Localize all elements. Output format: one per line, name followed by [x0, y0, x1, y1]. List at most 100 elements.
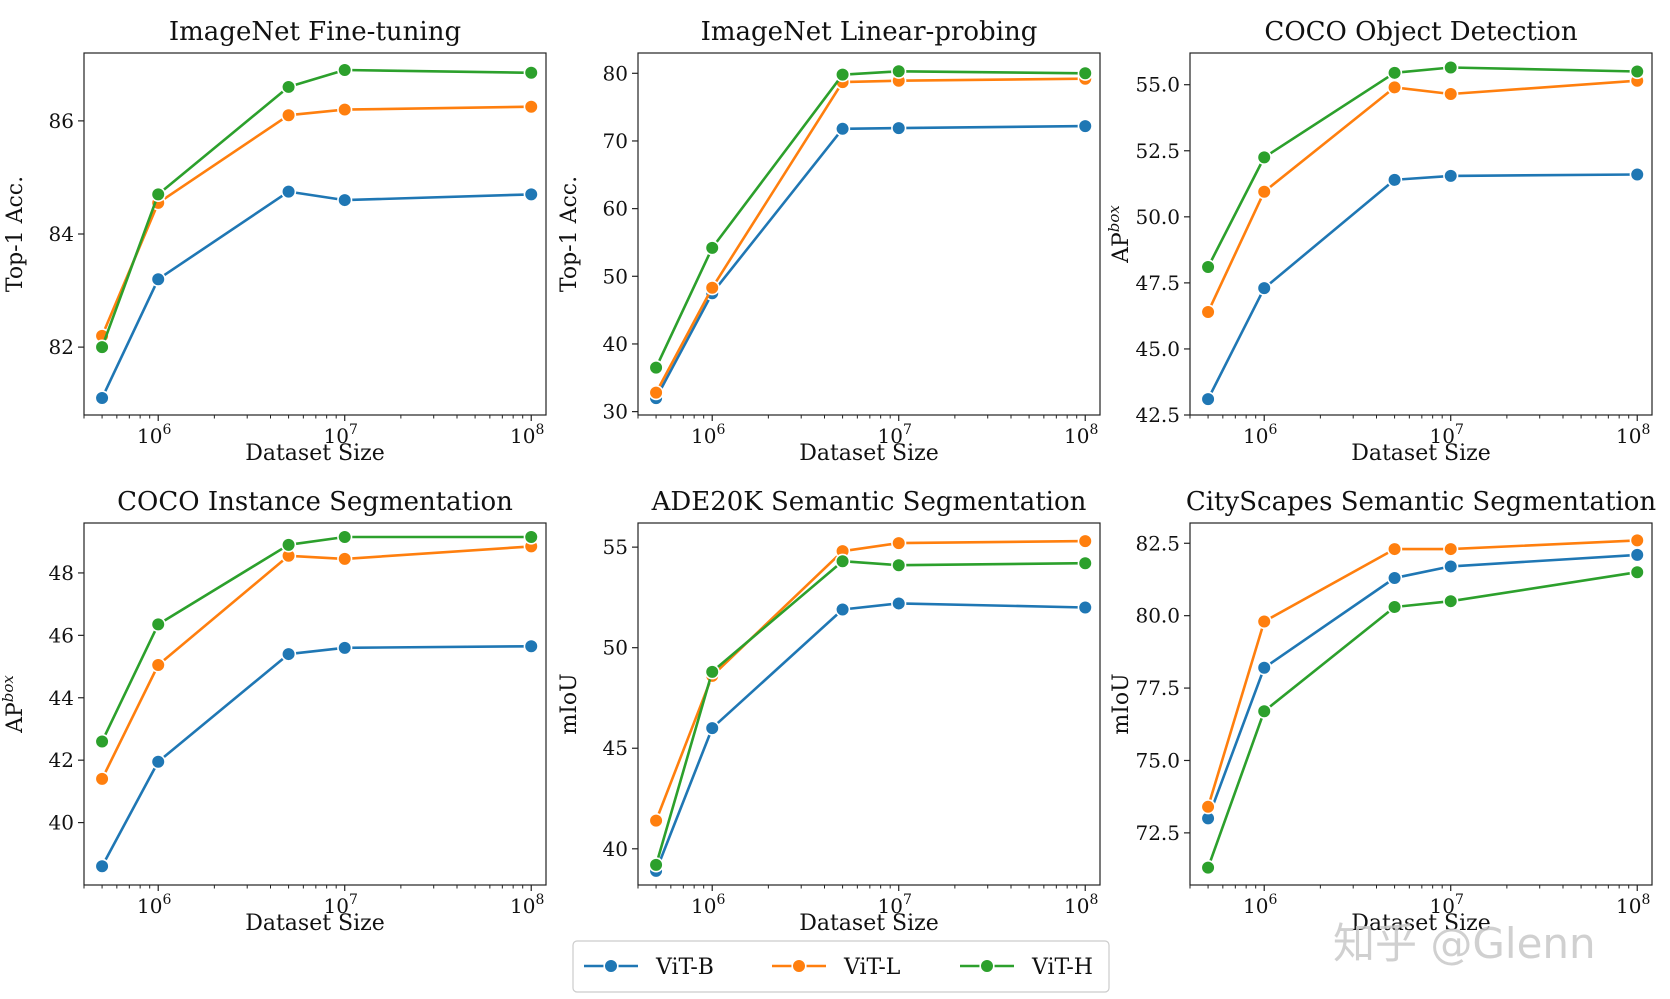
chart-title: CityScapes Semantic Segmentation	[1186, 487, 1657, 517]
x-axis-label: Dataset Size	[245, 441, 385, 466]
data-point	[648, 813, 664, 829]
y-tick-label: 42.5	[1135, 403, 1180, 427]
series-vit-h	[648, 63, 1093, 376]
y-tick-label: 84	[49, 222, 74, 246]
y-tick-label: 30	[603, 400, 628, 424]
data-point	[150, 616, 166, 633]
data-point	[648, 360, 664, 376]
data-point	[1256, 184, 1272, 200]
y-tick-label: 80.0	[1135, 604, 1180, 628]
data-point	[1443, 86, 1459, 102]
data-point	[1077, 599, 1093, 616]
data-point	[337, 62, 353, 78]
x-tick-label: 106	[137, 422, 171, 448]
legend-marker	[979, 958, 995, 974]
data-point	[891, 595, 907, 612]
series-vit-b	[1200, 166, 1645, 407]
plot-area	[1189, 522, 1653, 886]
data-point	[1200, 259, 1216, 275]
y-tick-label: 46	[49, 623, 74, 647]
data-point	[891, 120, 907, 136]
x-tick-label: 108	[1064, 422, 1098, 448]
data-point	[891, 557, 907, 573]
y-tick-label: 48	[49, 561, 74, 585]
y-tick-label: 82.5	[1135, 531, 1180, 555]
data-point	[648, 857, 664, 873]
chart-title: COCO Instance Segmentation	[117, 487, 513, 517]
x-tick-label: 106	[137, 892, 171, 918]
plot-area	[83, 522, 547, 886]
data-point	[150, 657, 166, 673]
data-point	[1077, 118, 1093, 134]
x-tick-label: 107	[1430, 422, 1464, 448]
chart-title: ImageNet Linear-probing	[701, 17, 1038, 47]
x-tick-label: 107	[324, 422, 358, 448]
chart-title: ADE20K Semantic Segmentation	[651, 487, 1087, 517]
data-point	[523, 65, 539, 81]
series-vit-l	[94, 538, 539, 787]
data-point	[1443, 593, 1459, 609]
series-vit-h	[1200, 564, 1645, 876]
data-point	[834, 601, 851, 618]
data-point	[1629, 166, 1645, 183]
data-point	[337, 192, 353, 208]
y-axis-label: Top-1 Acc.	[557, 176, 582, 292]
x-tick-label: 107	[1430, 892, 1464, 918]
data-point	[337, 640, 353, 656]
data-point	[280, 79, 297, 95]
data-point	[94, 339, 110, 355]
y-tick-label: 77.5	[1135, 676, 1180, 700]
y-tick-label: 45.0	[1135, 337, 1180, 361]
y-tick-label: 86	[49, 109, 74, 133]
y-tick-label: 82	[49, 335, 74, 359]
y-axis-label: APbox	[1105, 205, 1134, 264]
data-point	[150, 186, 166, 203]
data-point	[891, 63, 907, 79]
x-tick-label: 106	[691, 892, 725, 918]
data-point	[523, 99, 539, 115]
data-point	[280, 107, 297, 123]
data-point	[1200, 799, 1216, 815]
y-tick-label: 60	[603, 197, 628, 221]
data-point	[1077, 555, 1093, 571]
data-point	[337, 101, 353, 118]
x-tick-label: 107	[878, 892, 912, 918]
data-point	[280, 537, 297, 553]
data-point	[648, 385, 664, 401]
data-point	[834, 67, 851, 83]
data-point	[1386, 570, 1403, 586]
y-tick-label: 40	[603, 837, 628, 861]
data-point	[1386, 599, 1403, 615]
y-tick-label: 44	[49, 686, 74, 710]
y-tick-label: 50	[603, 636, 628, 660]
chart-coco-object-detection: COCO Object Detection 42.5 45.0 47.5 50.0 52.…	[1105, 17, 1653, 466]
data-point	[94, 771, 110, 787]
y-tick-label: 45	[603, 736, 628, 760]
series-vit-l	[1200, 73, 1645, 320]
watermark-text: 知乎 @Glenn	[1333, 919, 1596, 968]
y-tick-label: 55.0	[1135, 73, 1180, 97]
data-point	[704, 720, 720, 736]
y-tick-label: 50	[603, 264, 628, 288]
y-tick-label: 70	[603, 129, 628, 153]
legend-item-vit-l: ViT-L	[772, 955, 901, 980]
legend-label: ViT-L	[843, 955, 901, 980]
chart-ade20k-semantic-segmentation: ADE20K Semantic Segmentation 40 45 50 55 106 1…	[557, 487, 1101, 936]
legend-label: ViT-B	[655, 955, 714, 980]
x-tick-label: 107	[324, 892, 358, 918]
legend-marker	[603, 958, 619, 974]
y-tick-label: 75.0	[1135, 748, 1180, 772]
legend-box	[572, 940, 1110, 993]
data-point	[523, 638, 539, 654]
data-point	[280, 646, 297, 662]
data-point	[150, 754, 166, 770]
data-point	[1256, 613, 1272, 630]
series-vit-b	[1200, 547, 1645, 826]
data-point	[150, 271, 166, 287]
data-point	[704, 240, 720, 256]
chart-cityscapes-semantic-segmentation: CityScapes Semantic Segmentation 72.5 75.0…	[1109, 487, 1656, 936]
data-point	[1629, 564, 1645, 580]
data-point	[1443, 59, 1459, 76]
